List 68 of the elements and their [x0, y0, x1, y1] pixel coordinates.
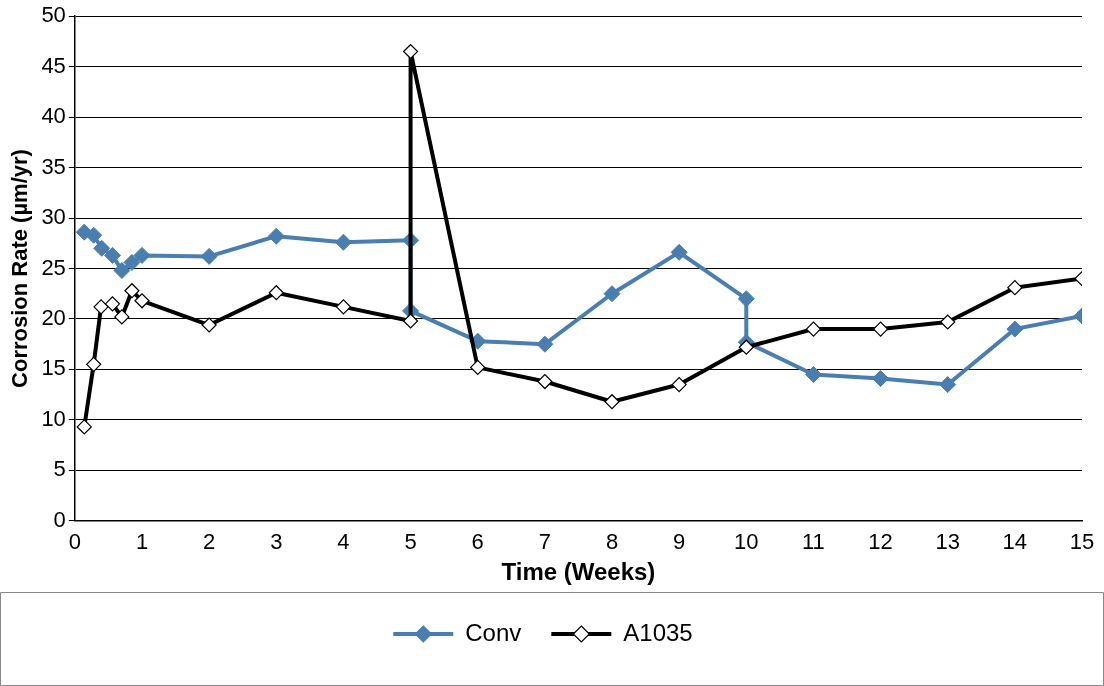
y-tick-label: 5 [53, 456, 66, 482]
y-tick-label: 0 [53, 506, 66, 532]
point [103, 246, 121, 264]
point [402, 43, 419, 60]
y-tick-label: 10 [41, 405, 66, 431]
point [940, 314, 956, 330]
x-tick-label: 13 [935, 529, 960, 555]
legend-label: A1035 [623, 618, 693, 646]
point [603, 285, 621, 303]
x-tick-label: 15 [1069, 529, 1095, 555]
x-tick-label: 12 [868, 529, 893, 555]
point [804, 365, 822, 383]
y-tick-label: 20 [41, 305, 66, 331]
point [872, 370, 890, 387]
point [76, 419, 92, 435]
point [104, 296, 121, 312]
point [939, 376, 957, 394]
point [267, 227, 285, 245]
point [114, 309, 130, 325]
point [536, 335, 554, 353]
point [113, 262, 131, 280]
y-tick-label: 25 [41, 254, 66, 280]
point [604, 394, 620, 410]
point [86, 356, 102, 372]
x-tick-label: 3 [270, 529, 283, 555]
point [670, 243, 688, 261]
point [201, 317, 217, 333]
x-tick-label: 1 [135, 529, 149, 555]
y-tick-label: 30 [41, 204, 66, 230]
point [133, 246, 151, 264]
point [335, 299, 352, 315]
legend-label: Conv [465, 618, 522, 646]
point [737, 290, 755, 308]
point [93, 299, 109, 315]
point [268, 285, 284, 301]
point [124, 283, 140, 299]
y-axis-title: Corrosion Rate (µm/yr) [7, 149, 33, 388]
x-tick-label: 6 [471, 529, 484, 555]
point [872, 321, 889, 337]
x-tick-label: 14 [1002, 529, 1028, 555]
x-tick-label: 5 [404, 529, 417, 555]
point [470, 359, 486, 375]
point [805, 321, 822, 337]
x-tick-label: 4 [337, 529, 350, 555]
point [1006, 320, 1024, 338]
x-tick-label: 7 [538, 529, 551, 555]
point [134, 293, 150, 309]
x-axis-title: Time (Weeks) [501, 558, 656, 586]
point [402, 313, 419, 329]
x-tick-label: 9 [673, 529, 686, 555]
y-tick-label: 15 [41, 355, 66, 381]
point [334, 233, 352, 251]
y-tick-label: 40 [41, 103, 66, 129]
point [1007, 280, 1023, 296]
point [738, 339, 754, 355]
x-tick-label: 10 [734, 529, 759, 555]
point [93, 239, 111, 257]
x-tick-label: 2 [203, 529, 216, 555]
x-tick-label: 11 [802, 529, 825, 555]
y-tick-label: 35 [41, 153, 66, 179]
y-tick-label: 45 [41, 52, 66, 78]
point [123, 253, 141, 271]
point [200, 247, 218, 265]
point [537, 373, 553, 390]
point [671, 376, 687, 393]
y-tick-label: 50 [41, 2, 66, 28]
point [85, 226, 103, 244]
x-tick-label: 8 [605, 529, 619, 555]
